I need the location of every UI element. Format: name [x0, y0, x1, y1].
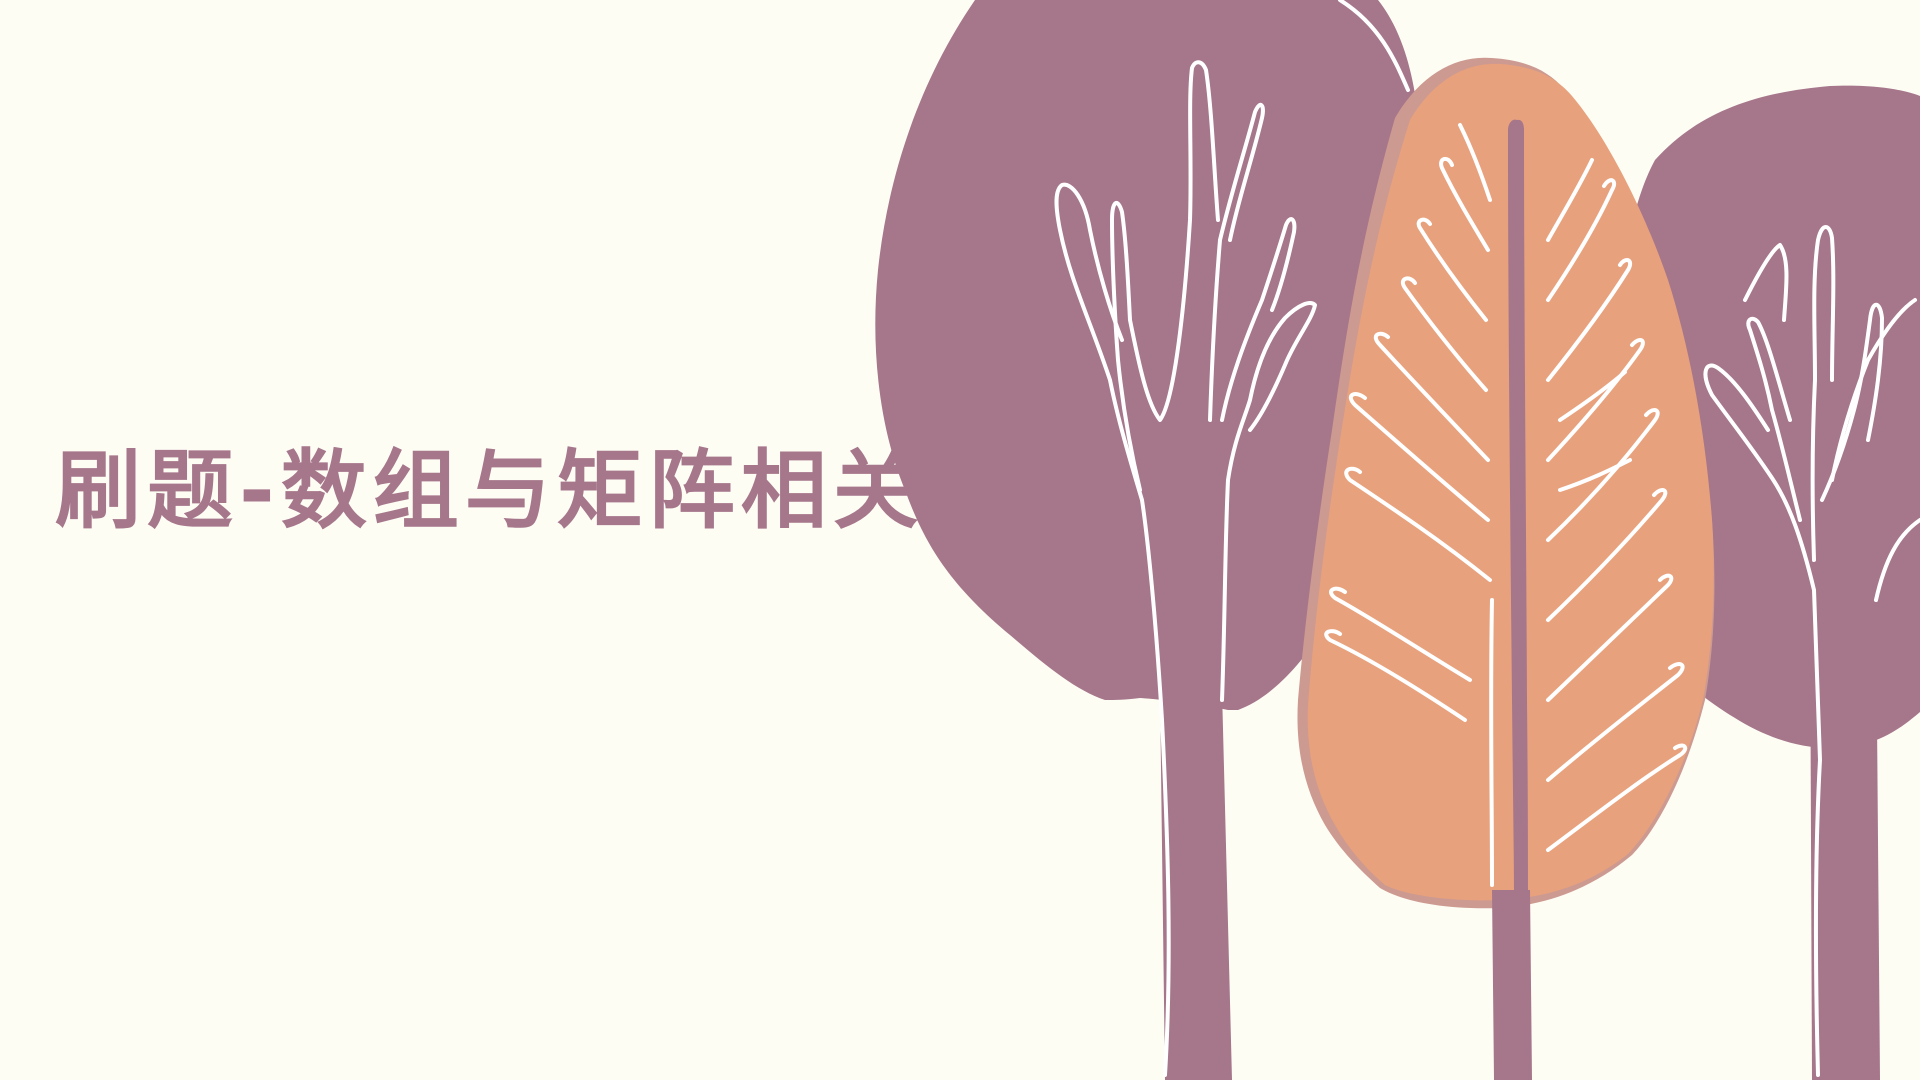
slide-title: 刷题-数组与矩阵相关 — [55, 441, 925, 541]
left-purple-tree-icon — [875, 0, 1421, 1080]
center-orange-tree-icon — [1297, 57, 1715, 1080]
